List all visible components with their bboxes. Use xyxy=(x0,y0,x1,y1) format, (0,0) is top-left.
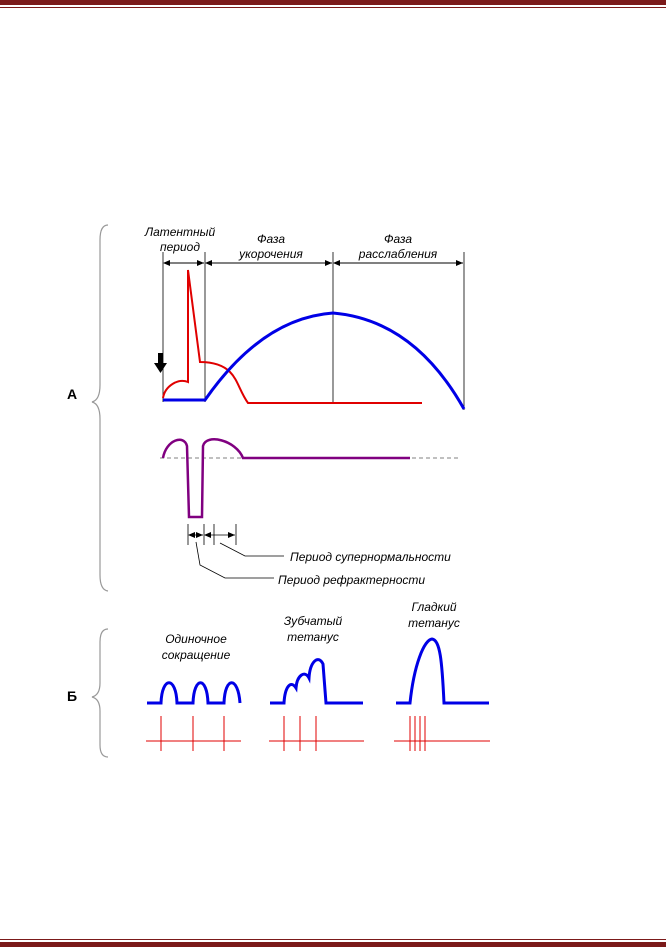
arrow-down-icon xyxy=(154,353,167,373)
phase-boundaries xyxy=(162,252,465,410)
stimulus-markers xyxy=(146,716,490,751)
serrated-tetanus-label-line2: тетанус xyxy=(287,630,339,644)
annotation-arrows xyxy=(187,524,284,579)
single-twitch-trace xyxy=(147,681,242,705)
contraction-curve xyxy=(163,311,466,410)
refractory-period-label: Период рефрактерности xyxy=(278,573,425,587)
latent-period-label-line1: Латентный xyxy=(144,225,216,239)
section-a-label: А xyxy=(67,386,77,402)
bottom-border-thin-rule xyxy=(0,939,666,940)
section-b-brace xyxy=(91,628,109,758)
smooth-tetanus-label-line2: тетанус xyxy=(408,616,460,630)
shortening-phase-label-line1: Фаза xyxy=(257,232,285,246)
section-a-brace xyxy=(91,224,109,592)
shortening-phase-label-line2: укорочения xyxy=(238,247,303,261)
serrated-tetanus-trace xyxy=(270,658,363,705)
single-twitch-label-line1: Одиночное xyxy=(165,632,227,646)
supernormal-period-label: Период супернормальности xyxy=(290,550,451,564)
section-b-label: Б xyxy=(67,688,77,704)
top-border-thin-rule xyxy=(0,7,666,8)
latent-period-label-line2: период xyxy=(160,240,200,254)
serrated-tetanus-label-line1: Зубчатый xyxy=(284,614,343,628)
smooth-tetanus-label-line1: Гладкий xyxy=(411,600,456,614)
single-twitch-label-line2: сокращение xyxy=(162,648,231,662)
excitability-curve xyxy=(161,438,410,519)
bottom-border-rule xyxy=(0,942,666,947)
relaxation-phase-label-line2: расслабления xyxy=(358,247,438,261)
top-border-rule xyxy=(0,0,666,5)
smooth-tetanus-trace xyxy=(396,637,489,705)
relaxation-phase-label-line1: Фаза xyxy=(384,232,412,246)
action-potential-curve xyxy=(162,269,422,404)
